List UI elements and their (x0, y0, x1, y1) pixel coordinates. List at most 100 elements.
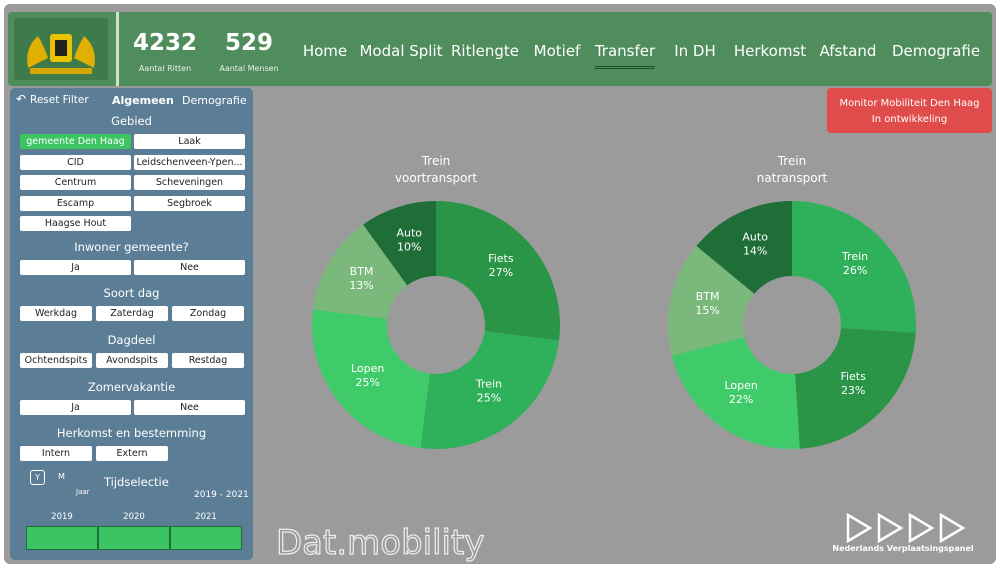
toggle-m[interactable]: M (58, 472, 65, 481)
filter-pane: Reset Filter ↶ Algemeen Demografie Gebied gem… (10, 88, 253, 560)
filter-button[interactable]: gemeente Den Haag (20, 134, 131, 149)
year-label: 2021 (195, 512, 217, 522)
slice-value: 25% (355, 376, 379, 389)
filter-button[interactable]: Leidschenveen-Ypen... (134, 154, 245, 170)
filter-button[interactable]: Ja (20, 260, 131, 275)
partner-icon (877, 512, 904, 544)
kpi-label: Aantal Ritten (138, 64, 192, 73)
chart-subtitle: voortransport (395, 171, 477, 185)
slice-name: Lopen (351, 362, 384, 375)
header: 4232 Aantal Ritten 529 Aantal Mensen Home Mod… (8, 12, 992, 86)
slice-value: 10% (397, 241, 421, 254)
slice-name: Lopen (724, 379, 757, 392)
reset-filter[interactable]: Reset Filter (30, 94, 89, 106)
slice-value: 26% (843, 264, 867, 277)
slice-name: Auto (396, 227, 422, 240)
filter-button[interactable]: Restdag (172, 353, 244, 368)
year-cell[interactable] (170, 526, 242, 550)
nav-tab[interactable]: Motief (533, 42, 581, 60)
reset-icon: ↶ (16, 92, 27, 106)
charts: TreinvoortransportFiets27%Trein25%Lopen2… (275, 154, 973, 564)
filter-button[interactable]: Nee (134, 400, 245, 415)
kpi-value: 4232 (132, 30, 197, 56)
toggle-y[interactable]: Y (30, 470, 45, 485)
slice-value: 22% (729, 393, 753, 406)
year-cell[interactable] (98, 526, 170, 550)
nav-tab[interactable]: Home (302, 42, 348, 60)
nav-tab[interactable]: Modal Split (359, 42, 443, 60)
group-title: Gebied (111, 114, 152, 128)
slice-name: Trein (841, 250, 868, 263)
nav-tab[interactable]: Herkomst (733, 42, 807, 60)
donut-slice (696, 201, 792, 294)
slice-value: 15% (695, 304, 719, 317)
filter-button[interactable]: Zaterdag (96, 306, 168, 321)
filter-button[interactable]: Avondspits (96, 353, 168, 368)
donut-slice (312, 309, 430, 449)
dashboard: 4232 Aantal Ritten 529 Aantal Mensen Home Mod… (4, 4, 996, 564)
notice: Monitor Mobiliteit Den Haag In ontwikkeli… (827, 88, 992, 133)
donut-slice (671, 337, 800, 449)
slice-value: 14% (743, 245, 767, 258)
logo (14, 18, 108, 80)
group-title: Inwoner gemeente? (74, 240, 189, 254)
partner-icon (939, 512, 966, 544)
kpi-label: Aantal Mensen (219, 64, 279, 73)
filter-button[interactable]: Nee (134, 260, 245, 275)
coat-of-arms (27, 34, 95, 74)
filter-button[interactable]: Laak (134, 134, 245, 149)
filter-button[interactable]: CID (20, 154, 131, 170)
chart-title: Trein (777, 154, 807, 168)
donut-slice (792, 201, 916, 333)
year-label: 2019 (51, 512, 73, 522)
filter-button[interactable]: Segbroek (134, 195, 245, 211)
filter-button[interactable]: Ja (20, 400, 131, 415)
filter-button[interactable]: Intern (20, 446, 92, 461)
tab[interactable]: Algemeen (112, 94, 174, 107)
donut-slice (420, 331, 560, 449)
notice-line: Monitor Mobiliteit Den Haag (839, 98, 980, 109)
filter-button[interactable]: Centrum (20, 175, 131, 190)
group-title: Dagdeel (107, 333, 156, 347)
nav-tab[interactable]: Afstand (819, 42, 877, 60)
year-label: 2020 (123, 512, 145, 522)
chart-title: Trein (421, 154, 451, 168)
group-title: Herkomst en bestemming (56, 426, 207, 440)
nav-tab[interactable]: Ritlengte (450, 42, 520, 60)
filter-button[interactable]: Scheveningen (134, 175, 245, 190)
donut-slice (436, 201, 560, 341)
nav-tab[interactable]: Transfer (594, 42, 656, 69)
slice-value: 23% (841, 384, 865, 397)
donut-slice (668, 245, 755, 356)
chart-subtitle: natransport (757, 171, 828, 185)
slice-name: BTM (350, 265, 374, 278)
slice-name: Fiets (840, 370, 866, 383)
filter-button[interactable]: Haagse Hout (20, 216, 131, 231)
slice-value: 25% (477, 391, 501, 404)
nav-tab[interactable]: Demografie (891, 42, 981, 60)
time-unit: Jaar (76, 488, 90, 496)
group-title: Soort dag (103, 286, 160, 300)
kpi-value: 529 (224, 30, 273, 56)
group-title: Zomervakantie (87, 380, 176, 394)
filter-button[interactable]: Extern (96, 446, 168, 461)
filter-button[interactable]: Escamp (20, 195, 131, 211)
filter-button[interactable]: Ochtendspits (20, 353, 92, 368)
filter-button[interactable]: Werkdag (20, 306, 92, 321)
slice-name: Trein (475, 377, 502, 390)
tab[interactable]: Demografie (182, 94, 247, 107)
filter-button[interactable]: Zondag (172, 306, 244, 321)
slice-name: Fiets (488, 252, 514, 265)
divider (116, 12, 119, 86)
partner-icon (908, 512, 935, 544)
brand: Dat.mobility (276, 523, 484, 563)
nav-tab[interactable]: In DH (674, 42, 716, 60)
slice-value: 13% (349, 279, 373, 292)
partner: Nederlands Verplaatsingspanel (832, 544, 973, 553)
donut-slice (312, 224, 408, 319)
donut-slice (363, 201, 436, 286)
year-cell[interactable] (26, 526, 98, 550)
slice-name: Auto (742, 231, 768, 244)
time-range: 2019 - 2021 (194, 490, 249, 500)
